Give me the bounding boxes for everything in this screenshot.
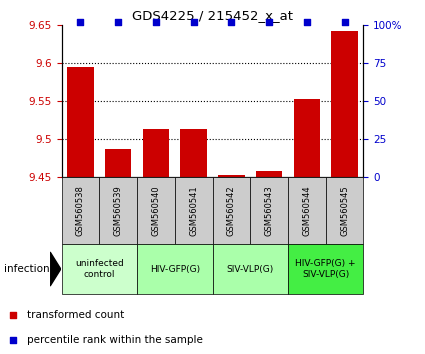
Bar <box>212 177 250 244</box>
Bar <box>99 177 137 244</box>
Point <box>341 19 348 24</box>
Text: GSM560542: GSM560542 <box>227 185 236 236</box>
Point <box>266 19 272 24</box>
Bar <box>250 177 288 244</box>
Text: transformed count: transformed count <box>27 310 125 320</box>
Bar <box>137 244 212 294</box>
Text: GSM560539: GSM560539 <box>114 185 123 236</box>
Bar <box>62 177 99 244</box>
Point <box>285 224 292 229</box>
Bar <box>137 177 175 244</box>
Text: GSM560544: GSM560544 <box>302 185 311 236</box>
Bar <box>143 129 169 177</box>
Text: percentile rank within the sample: percentile rank within the sample <box>27 335 203 344</box>
Text: GSM560545: GSM560545 <box>340 185 349 236</box>
Text: GSM560538: GSM560538 <box>76 185 85 236</box>
Bar <box>67 67 94 177</box>
Point <box>303 19 310 24</box>
Point <box>285 0 292 4</box>
Title: GDS4225 / 215452_x_at: GDS4225 / 215452_x_at <box>132 9 293 22</box>
Text: HIV-GFP(G) +
SIV-VLP(G): HIV-GFP(G) + SIV-VLP(G) <box>295 259 356 279</box>
Point <box>115 19 122 24</box>
Bar <box>326 177 363 244</box>
Bar <box>212 244 288 294</box>
Point <box>228 19 235 24</box>
Point <box>153 19 159 24</box>
Bar <box>332 31 358 177</box>
Text: infection: infection <box>4 264 50 274</box>
Bar <box>181 129 207 177</box>
Bar <box>288 244 363 294</box>
Bar <box>288 177 326 244</box>
Text: GSM560541: GSM560541 <box>189 185 198 236</box>
Text: GSM560543: GSM560543 <box>265 185 274 236</box>
Bar <box>294 99 320 177</box>
Point <box>77 19 84 24</box>
Bar <box>175 177 212 244</box>
Bar <box>105 149 131 177</box>
Bar <box>256 171 282 177</box>
Text: uninfected
control: uninfected control <box>75 259 124 279</box>
Bar <box>218 176 244 177</box>
Point <box>190 19 197 24</box>
Polygon shape <box>50 252 61 286</box>
Text: GSM560540: GSM560540 <box>151 185 160 236</box>
Text: SIV-VLP(G): SIV-VLP(G) <box>227 264 274 274</box>
Text: HIV-GFP(G): HIV-GFP(G) <box>150 264 200 274</box>
Bar <box>62 244 137 294</box>
